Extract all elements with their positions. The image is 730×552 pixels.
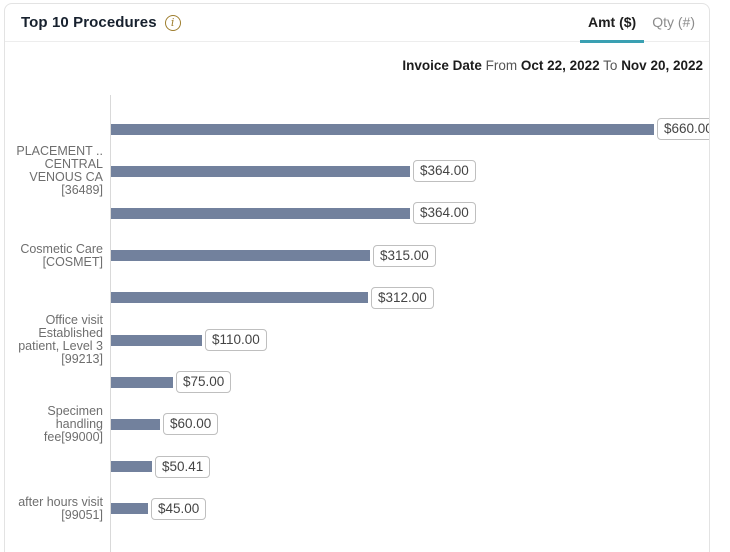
category-label: Specimen handling fee[99000]: [43, 403, 103, 444]
category-label: [5, 446, 103, 488]
bar[interactable]: [111, 292, 368, 304]
value-label: $364.00: [413, 160, 476, 183]
bar[interactable]: [111, 207, 410, 219]
chart-row: Specimen handling fee[99000] $60.00: [5, 403, 709, 445]
subtitle-from-word: From: [481, 58, 521, 73]
chart-row: $660.00: [5, 108, 709, 150]
chart-row: $364.00: [5, 192, 709, 234]
category-label: Cosmetic Care [COSMET]: [20, 241, 103, 269]
bar[interactable]: [111, 250, 370, 262]
bar[interactable]: [111, 461, 152, 473]
card-title: Top 10 Procedures: [21, 14, 157, 31]
chart-row: PLACEMENT .. CENTRAL VENOUS CA [36489] $3…: [5, 144, 709, 198]
value-label: $45.00: [151, 497, 207, 520]
bar[interactable]: [111, 334, 202, 346]
chart-row: Cosmetic Care [COSMET] $315.00: [5, 235, 709, 277]
category-label: [5, 192, 103, 234]
subtitle-prefix: Invoice Date: [402, 58, 482, 73]
category-label: PLACEMENT .. CENTRAL VENOUS CA [36489]: [16, 144, 103, 198]
subtitle-to-word: To: [599, 58, 622, 73]
chart-row: Office visit Established patient, Level …: [5, 313, 709, 366]
chart-row: $75.00: [5, 361, 709, 403]
value-label: $660.00: [657, 118, 709, 140]
date-range-subtitle: Invoice Date From Oct 22, 2022 To Nov 20…: [5, 58, 709, 73]
category-label: after hours visit [99051]: [18, 494, 103, 522]
top-procedures-card: Top 10 Procedures i Amt ($) Qty (#) Invo…: [4, 3, 710, 552]
tab-bar: Amt ($) Qty (#): [579, 4, 709, 43]
card-header: Top 10 Procedures i Amt ($) Qty (#): [5, 4, 709, 43]
category-label: Office visit Established patient, Level …: [18, 313, 103, 366]
chart-row: $50.41: [5, 446, 709, 488]
bar-chart: $660.00 PLACEMENT .. CENTRAL VENOUS CA [3…: [5, 4, 709, 552]
bar[interactable]: [111, 123, 654, 135]
subtitle-to-date: Nov 20, 2022: [621, 58, 703, 73]
value-label: $50.41: [155, 455, 211, 478]
category-label: [5, 361, 103, 403]
value-label: $364.00: [413, 202, 476, 225]
value-label: $60.00: [163, 413, 219, 436]
bar[interactable]: [111, 418, 160, 430]
chart-row: $312.00: [5, 277, 709, 319]
value-label: $312.00: [371, 286, 434, 309]
value-label: $315.00: [373, 244, 436, 267]
bar[interactable]: [111, 165, 410, 177]
y-axis-line: [110, 95, 111, 552]
value-label: $75.00: [176, 371, 232, 394]
bar[interactable]: [111, 376, 173, 388]
subtitle-from-date: Oct 22, 2022: [520, 58, 600, 73]
tab-quantity[interactable]: Qty (#): [652, 14, 695, 30]
tab-amount[interactable]: Amt ($): [579, 4, 645, 43]
info-icon[interactable]: i: [164, 14, 181, 31]
bar[interactable]: [111, 503, 148, 515]
chart-row: after hours visit [99051] $45.00: [5, 488, 709, 530]
value-label: $110.00: [205, 329, 267, 351]
